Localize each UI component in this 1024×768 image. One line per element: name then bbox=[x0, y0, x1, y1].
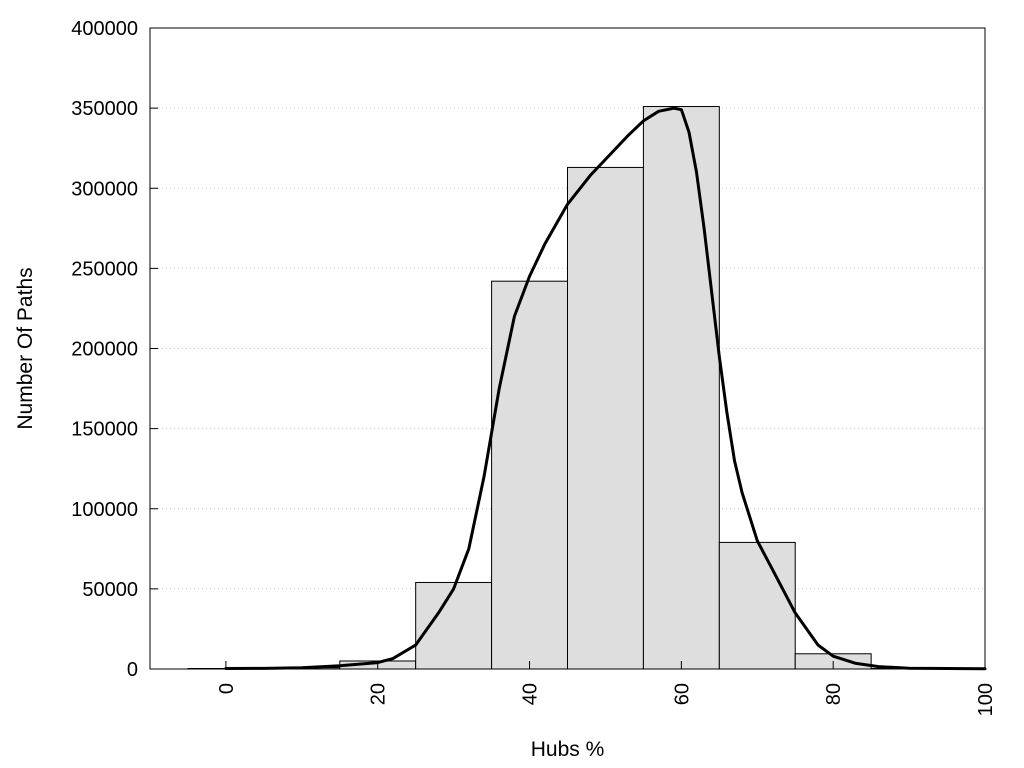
bar bbox=[642, 106, 720, 670]
y-tick-label: 250000 bbox=[71, 258, 138, 280]
y-tick-label: 350000 bbox=[71, 98, 138, 120]
x-tick-label: 60 bbox=[671, 683, 693, 705]
y-tick-label: 400000 bbox=[71, 18, 138, 40]
x-axis-title: Hubs % bbox=[531, 738, 605, 761]
y-tick-label: 150000 bbox=[71, 419, 138, 441]
y-tick-label: 50000 bbox=[82, 579, 138, 601]
bars bbox=[187, 106, 948, 670]
y-tick-label: 0 bbox=[127, 659, 138, 681]
y-tick-labels: 0 50000 100000 150000 200000 250000 300000 3500… bbox=[71, 18, 138, 681]
y-tick-label: 300000 bbox=[71, 178, 138, 200]
x-tick-label: 40 bbox=[520, 683, 542, 705]
bar bbox=[567, 166, 644, 670]
x-tick-label: 0 bbox=[216, 683, 238, 694]
bar bbox=[491, 280, 568, 670]
y-tick-label: 100000 bbox=[71, 499, 138, 521]
x-tick-label: 80 bbox=[823, 683, 845, 705]
bar bbox=[718, 541, 796, 670]
bar bbox=[415, 581, 493, 670]
y-axis-title: Number Of Paths bbox=[14, 267, 37, 429]
x-tick-label: 20 bbox=[368, 683, 390, 705]
x-tick-label: 100 bbox=[975, 683, 997, 716]
density-curve bbox=[224, 106, 987, 671]
y-tick-label: 200000 bbox=[71, 339, 138, 361]
x-tick-labels: 0 20 40 60 80 100 bbox=[216, 683, 997, 716]
